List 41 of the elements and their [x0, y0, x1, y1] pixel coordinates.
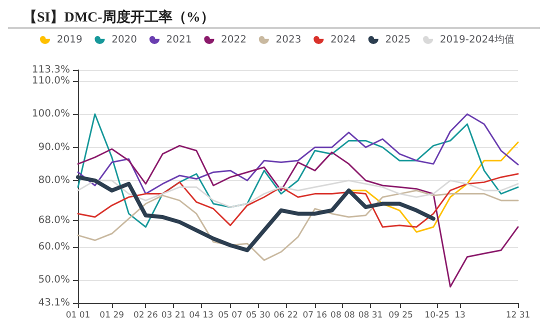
- y-tick-label: 100.0%: [32, 108, 70, 120]
- y-tick-label: 113.3%: [32, 64, 70, 76]
- y-tick-label: 60.0%: [38, 241, 70, 252]
- y-tick-label: 110.0%: [32, 75, 70, 86]
- x-tick-label: 07 16: [302, 310, 328, 320]
- line-series: [77, 113, 519, 228]
- line-series: [77, 113, 519, 195]
- line-series: [77, 180, 519, 208]
- line-series: [77, 144, 519, 288]
- x-tick-label: 08 08: [330, 310, 355, 320]
- chart-title: 【SI】DMC-周度开工率（%）: [23, 8, 214, 26]
- x-tick-label: 10-25: [424, 310, 450, 320]
- x-tick-label: 12 31: [506, 310, 530, 320]
- x-tick-label: 05 07: [218, 310, 242, 320]
- legend-label: 2023: [276, 34, 302, 46]
- x-tick-label: 05 30: [246, 310, 270, 320]
- y-tick-label: 43.1%: [38, 298, 70, 308]
- legend-label: 2024: [330, 34, 356, 46]
- legend-label: 2022: [221, 34, 246, 46]
- x-tick-label: 13: [454, 310, 466, 320]
- x-tick-label: 03 21: [161, 310, 186, 320]
- y-tick-label: 80.0%: [38, 175, 70, 186]
- x-tick-label: 08 31: [358, 310, 383, 320]
- x-tick-label: 01 29: [100, 310, 124, 320]
- legend-label: 2020: [112, 34, 138, 46]
- line-series: [348, 142, 519, 233]
- y-tick-label: 50.0%: [38, 274, 70, 286]
- legend-label: 2025: [385, 34, 411, 46]
- line-series: [76, 175, 436, 252]
- legend-label: 2019: [56, 34, 82, 46]
- y-tick-label: 68.0%: [38, 214, 70, 226]
- x-tick-label: 01 01: [66, 310, 90, 320]
- x-tick-label: 09 25: [388, 310, 413, 320]
- legend-label: 2021: [166, 34, 192, 46]
- line-series: [77, 190, 519, 261]
- x-tick-label: 06 22: [274, 310, 298, 320]
- legend-label: 2019-2024均值: [440, 34, 514, 46]
- line-series: [77, 173, 519, 228]
- x-tick-label: 04 13: [189, 310, 214, 320]
- x-tick-label: 02 26: [134, 310, 158, 320]
- y-tick-label: 90.0%: [38, 142, 70, 153]
